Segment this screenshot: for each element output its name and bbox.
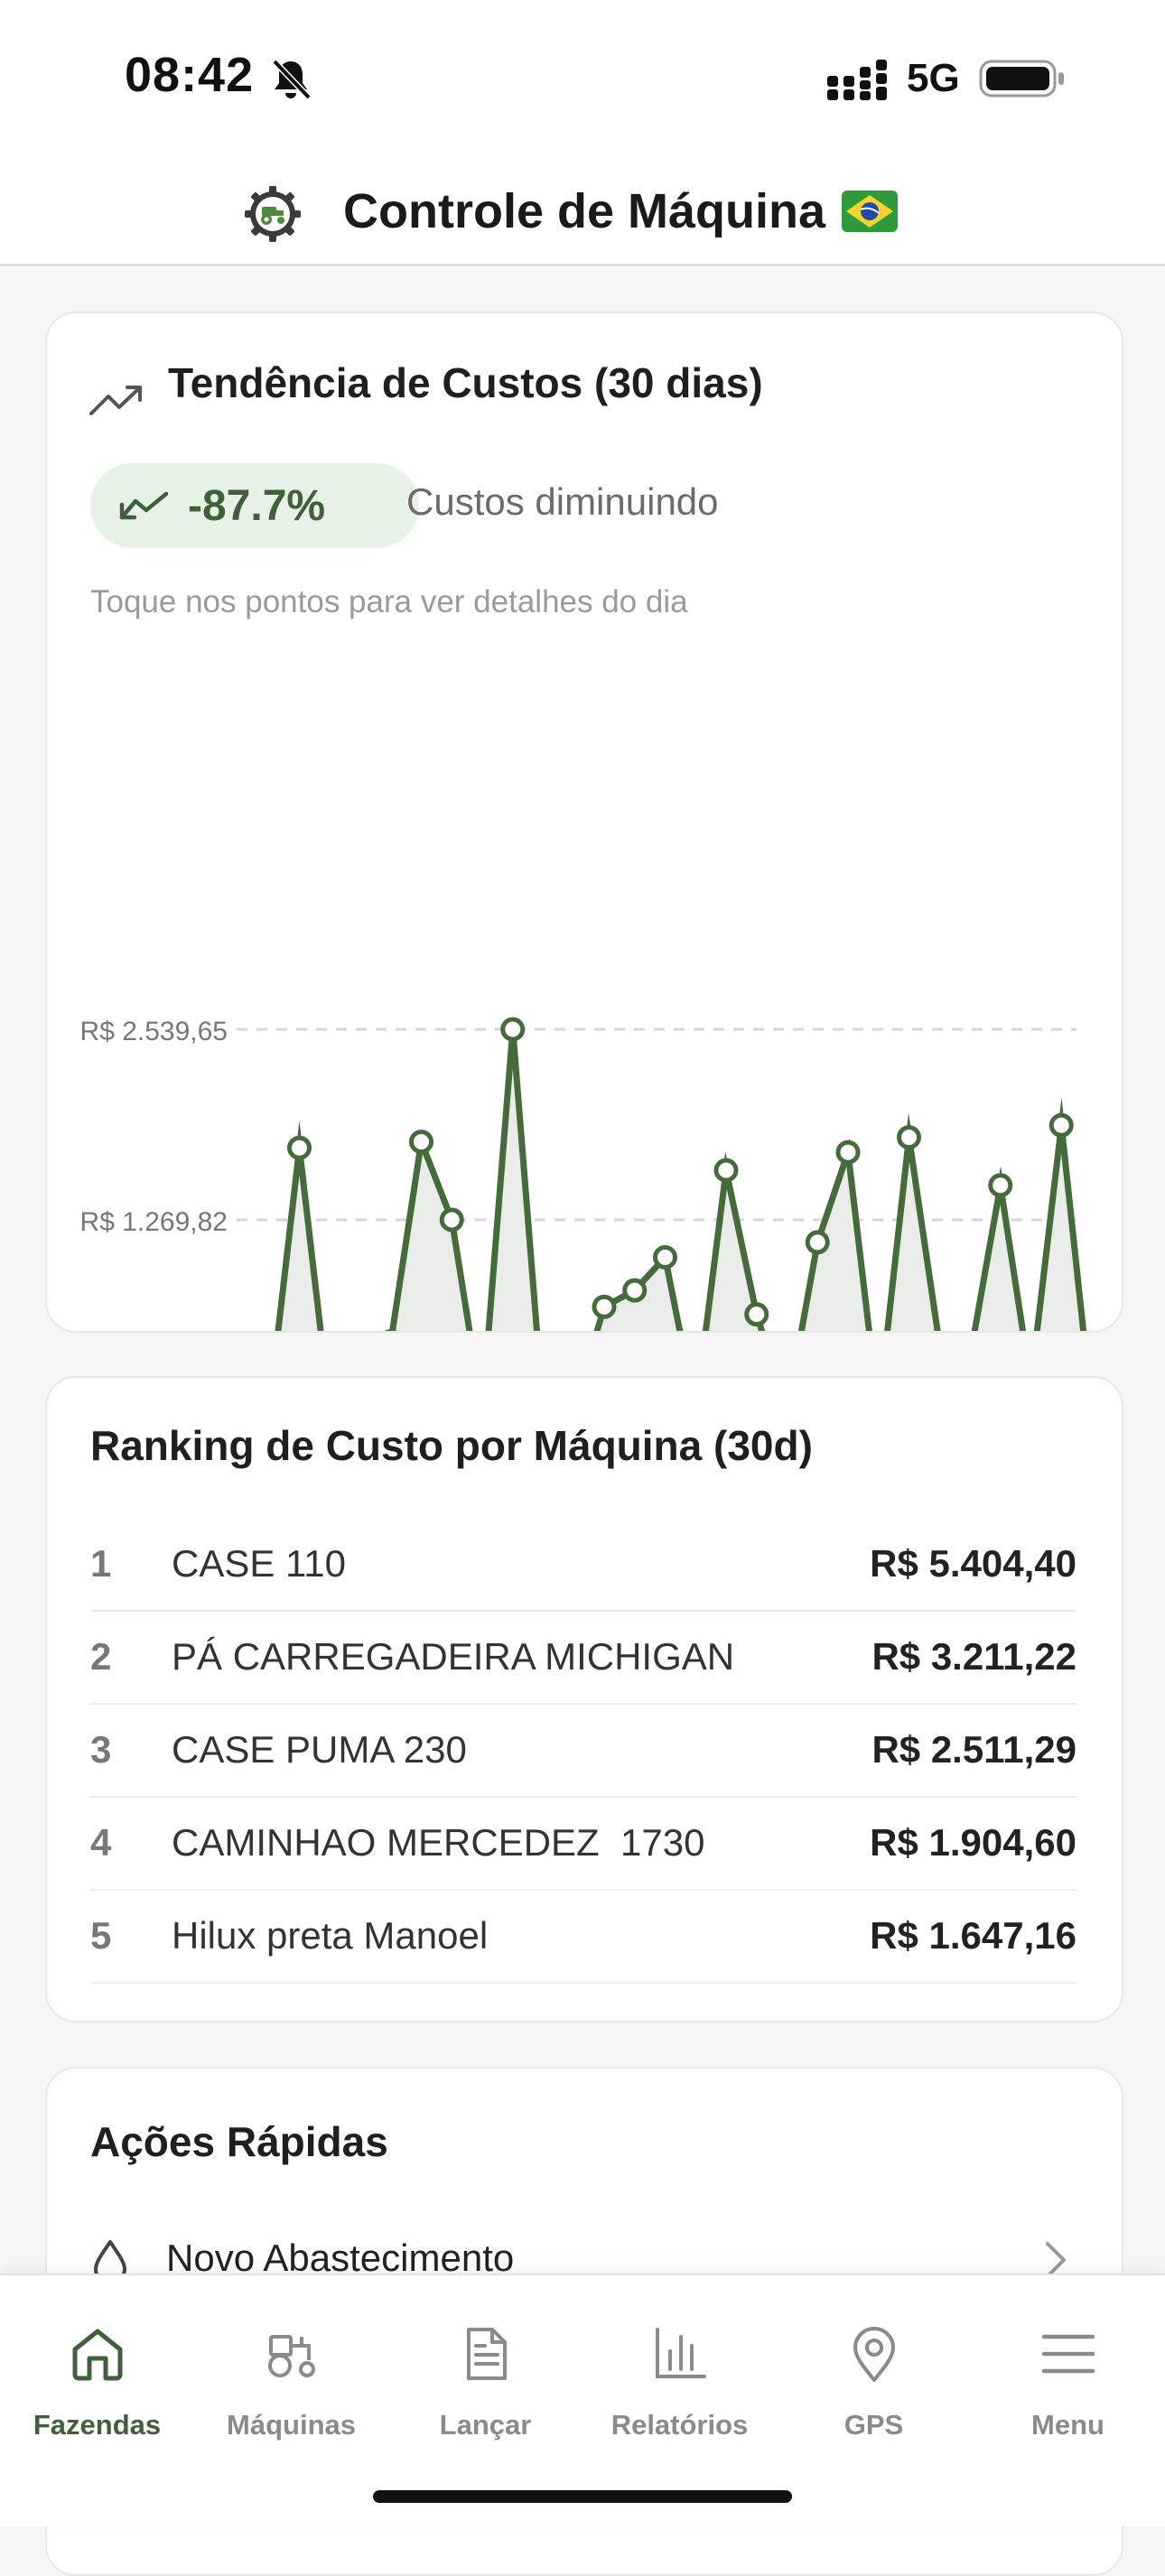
data-point[interactable] — [622, 1278, 648, 1303]
chart-hint: Toque nos pontos para ver detalhes do di… — [90, 584, 688, 619]
gear-tractor-icon — [245, 186, 301, 242]
machine-name: CASE 110 — [172, 1542, 346, 1585]
brazil-flag-icon — [842, 191, 898, 232]
trending-up-icon — [89, 386, 142, 415]
machine-name: Hilux preta Manoel — [172, 1914, 489, 1957]
bar-chart-icon — [656, 2328, 706, 2378]
ranking-list: 1 CASE 110 R$ 5.404,40 2 PÁ CARREGADEIRA… — [90, 1519, 1076, 1984]
tab-label: Máquinas — [227, 2409, 356, 2441]
rank-number: 2 — [90, 1635, 112, 1678]
chevron-right-icon — [1046, 2242, 1066, 2278]
machine-cost: R$ 3.211,22 — [871, 1635, 1076, 1678]
tab-label: Fazendas — [33, 2409, 162, 2441]
home-icon — [72, 2329, 123, 2381]
battery-icon — [979, 60, 1064, 98]
trend-card-title: Tendência de Custos (30 dias) — [168, 359, 763, 406]
machine-cost: R$ 5.404,40 — [870, 1542, 1076, 1585]
app-header: Controle de Máquina — [0, 158, 1165, 266]
cost-change-badge: -87.7% — [90, 463, 419, 548]
cellular-signal-icon — [827, 60, 887, 100]
data-point[interactable] — [897, 1125, 921, 1150]
data-point[interactable] — [500, 1017, 526, 1042]
trending-down-icon — [119, 491, 169, 520]
location-pin-icon — [853, 2327, 895, 2382]
tab-relatorios[interactable]: Relatórios — [582, 2275, 777, 2456]
data-point[interactable] — [744, 1302, 769, 1327]
ranking-row[interactable]: 5 Hilux preta Manoel R$ 1.647,16 — [90, 1891, 1076, 1984]
y-tick-label: R$ 1.269,82 — [80, 1207, 228, 1237]
document-icon — [467, 2328, 507, 2380]
ranking-row[interactable]: 2 PÁ CARREGADEIRA MICHIGAN R$ 3.211,22 — [90, 1612, 1076, 1705]
new-fueling-label: Novo Abastecimento — [166, 2237, 515, 2279]
home-indicator — [373, 2490, 792, 2503]
ranking-row[interactable]: 3 CASE PUMA 230 R$ 2.511,29 — [90, 1705, 1076, 1798]
hamburger-menu-icon — [1041, 2334, 1095, 2374]
ranking-row[interactable]: 4 CAMINHAO MERCEDEZ 1730 R$ 1.904,60 — [90, 1798, 1076, 1891]
cost-trend-card: Tendência de Custos (30 dias) -87.7% Cus… — [45, 312, 1123, 1333]
series-area — [277, 1029, 1084, 1331]
new-fueling-action[interactable]: Novo Abastecimento — [90, 2231, 1076, 2303]
status-bar: 08:42 5G — [0, 0, 1165, 158]
rank-number: 3 — [90, 1728, 112, 1771]
data-point[interactable] — [805, 1230, 830, 1255]
bell-off-icon — [272, 59, 312, 100]
data-point[interactable] — [287, 1135, 312, 1160]
rank-number: 4 — [90, 1821, 112, 1864]
tractor-icon — [268, 2335, 315, 2377]
data-point[interactable] — [439, 1207, 464, 1232]
tab-label: Menu — [1031, 2409, 1104, 2441]
ranking-title: Ranking de Custo por Máquina (30d) — [90, 1422, 813, 1469]
status-time: 08:42 — [125, 48, 255, 102]
series-line — [275, 1028, 1087, 1331]
cost-change-value: -87.7% — [188, 482, 326, 530]
machine-cost: R$ 1.647,16 — [870, 1914, 1076, 1957]
rank-number: 1 — [90, 1542, 112, 1585]
data-point[interactable] — [592, 1294, 617, 1319]
data-point[interactable] — [1048, 1112, 1074, 1138]
tab-gps[interactable]: GPS — [777, 2275, 971, 2456]
bottom-tab-bar: Fazendas Máquinas Lançar — [0, 2274, 1165, 2526]
network-type: 5G — [907, 56, 960, 100]
tab-label: Lançar — [439, 2409, 532, 2441]
machine-cost: R$ 2.511,29 — [871, 1728, 1076, 1771]
machine-name: CAMINHAO MERCEDEZ 1730 — [172, 1821, 705, 1864]
tab-fazendas[interactable]: Fazendas — [0, 2275, 194, 2456]
ranking-row[interactable]: 1 CASE 110 R$ 5.404,40 — [90, 1519, 1076, 1612]
rank-number: 5 — [90, 1914, 112, 1957]
data-point[interactable] — [653, 1245, 677, 1270]
y-tick-label: R$ 2.539,65 — [80, 1017, 228, 1046]
machine-name: CASE PUMA 230 — [172, 1728, 467, 1771]
machine-cost-ranking-card: Ranking de Custo por Máquina (30d) 1 CAS… — [45, 1376, 1123, 2023]
data-point[interactable] — [835, 1139, 861, 1165]
chart-area: Tendência de Custos (30 dias) -87.7% Cus… — [47, 313, 1122, 1331]
tab-menu[interactable]: Menu — [971, 2275, 1165, 2456]
tab-lancar[interactable]: Lançar — [388, 2275, 582, 2456]
cost-trend-chart[interactable]: R$ 2.539,65R$ 1.269,82R$ 0,004/119/1114/… — [47, 674, 1122, 1331]
data-point[interactable] — [988, 1173, 1013, 1198]
cost-change-caption: Custos diminuindo — [406, 480, 719, 523]
machine-name: PÁ CARREGADEIRA MICHIGAN — [172, 1635, 735, 1678]
data-point[interactable] — [409, 1130, 433, 1155]
quick-actions-title: Ações Rápidas — [90, 2118, 388, 2165]
page-title: Controle de Máquina — [343, 184, 826, 238]
tab-label: GPS — [843, 2409, 904, 2441]
tab-maquinas[interactable]: Máquinas — [194, 2275, 388, 2456]
machine-cost: R$ 1.904,60 — [870, 1821, 1076, 1864]
tab-label: Relatórios — [610, 2409, 749, 2441]
data-point[interactable] — [713, 1158, 739, 1183]
